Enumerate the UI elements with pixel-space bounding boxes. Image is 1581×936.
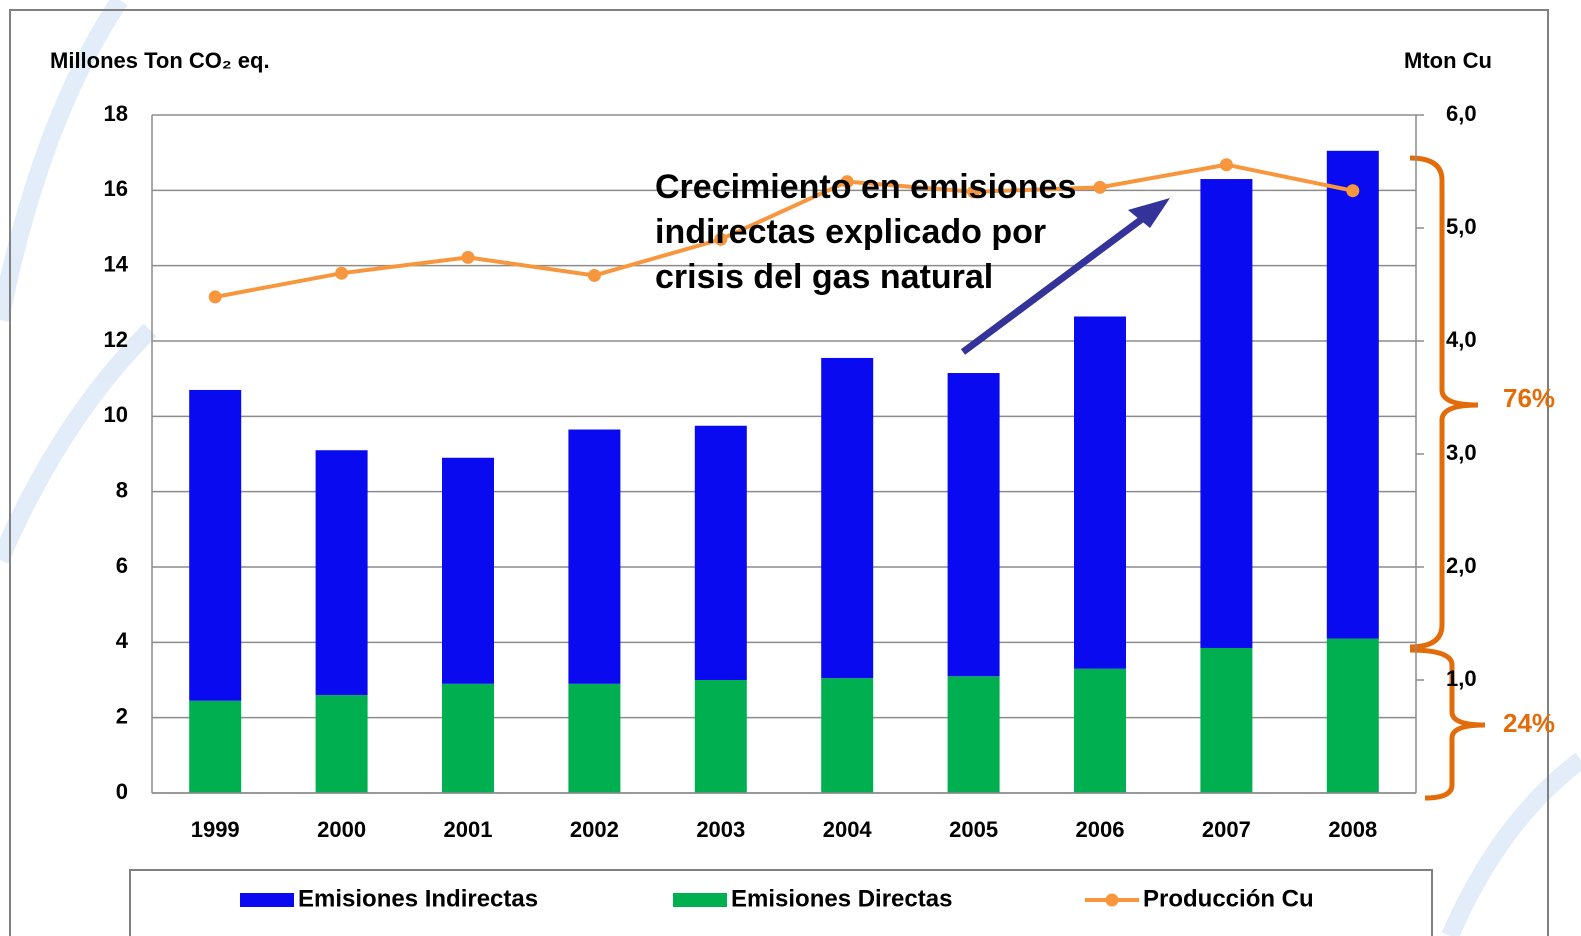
annotation: Crecimiento en emisiones xyxy=(655,168,1076,206)
bar xyxy=(821,678,874,793)
bar xyxy=(315,450,368,696)
bar xyxy=(568,683,621,793)
line-marker xyxy=(1093,180,1107,194)
y-axis-label: Millones Ton CO₂ eq. xyxy=(50,48,270,73)
legend-swatch xyxy=(673,893,727,907)
y-tick-label: 8 xyxy=(116,477,128,502)
annotation: crisis del gas natural xyxy=(655,258,993,296)
brackets xyxy=(1409,155,1486,801)
legend-label: Emisiones Indirectas xyxy=(298,885,538,912)
x-tick-label: 2001 xyxy=(444,817,493,842)
x-tick-label: 2008 xyxy=(1328,817,1377,842)
line-marker xyxy=(840,175,854,189)
line-marker xyxy=(967,185,981,199)
annotation-arrow xyxy=(960,198,1170,355)
x-tick-label: 2007 xyxy=(1202,817,1251,842)
y-tick-label: 0 xyxy=(116,779,128,804)
line-marker xyxy=(1346,184,1360,198)
x-tick-label: 2005 xyxy=(949,817,998,842)
bar xyxy=(1074,668,1126,793)
bar xyxy=(1326,150,1379,639)
line-marker xyxy=(714,232,728,246)
y2-tick-label: 6,0 xyxy=(1446,101,1477,126)
bar xyxy=(947,676,1000,793)
y2-tick-label: 4,0 xyxy=(1446,327,1477,352)
bar xyxy=(694,680,747,793)
line-marker xyxy=(335,266,349,280)
y-tick-label: 18 xyxy=(104,101,128,126)
y-tick-label: 14 xyxy=(104,251,129,276)
bar xyxy=(442,457,494,684)
y2-axis-label: Mton Cu xyxy=(1404,48,1492,73)
legend-box xyxy=(129,869,1433,936)
y-tick-label: 2 xyxy=(116,703,128,728)
y-tick-label: 12 xyxy=(104,327,128,352)
y2-tick-label: 3,0 xyxy=(1446,440,1477,465)
x-tick-label: 2000 xyxy=(317,817,366,842)
share-label: 76% xyxy=(1503,383,1555,413)
y-tick-label: 16 xyxy=(104,176,128,201)
line-marker xyxy=(1219,158,1233,172)
line-marker xyxy=(587,268,601,282)
legend-swatch xyxy=(240,893,294,907)
x-tick-label: 2003 xyxy=(696,817,745,842)
y-tick-label: 6 xyxy=(116,553,128,578)
bar xyxy=(1200,647,1253,793)
line-marker xyxy=(208,290,222,304)
bar xyxy=(189,389,242,701)
bar xyxy=(568,429,621,684)
bar xyxy=(947,373,1000,677)
frame xyxy=(9,9,1549,936)
x-tick-label: 1999 xyxy=(191,817,240,842)
annotation: indirectas explicado por xyxy=(655,213,1046,251)
line-marker xyxy=(461,250,475,264)
bar xyxy=(1074,316,1126,669)
bar xyxy=(315,695,368,793)
y2-tick-label: 1,0 xyxy=(1446,666,1477,691)
y2-tick-label: 2,0 xyxy=(1446,553,1477,578)
legend-marker xyxy=(1105,893,1119,907)
bar xyxy=(189,700,242,793)
bar xyxy=(442,683,494,793)
x-tick-label: 2006 xyxy=(1076,817,1125,842)
bar xyxy=(1326,638,1379,793)
y-tick-label: 10 xyxy=(104,402,128,427)
bar xyxy=(821,357,874,679)
legend-label: Emisiones Directas xyxy=(731,885,952,912)
bar xyxy=(694,425,747,680)
bar xyxy=(1200,179,1253,648)
line xyxy=(214,162,1354,299)
y2-tick-label: 5,0 xyxy=(1446,214,1477,239)
x-tick-label: 2004 xyxy=(823,817,873,842)
y-tick-label: 4 xyxy=(116,628,129,653)
share-label: 24% xyxy=(1503,708,1555,738)
legend-label: Producción Cu xyxy=(1143,885,1314,912)
x-tick-label: 2002 xyxy=(570,817,619,842)
